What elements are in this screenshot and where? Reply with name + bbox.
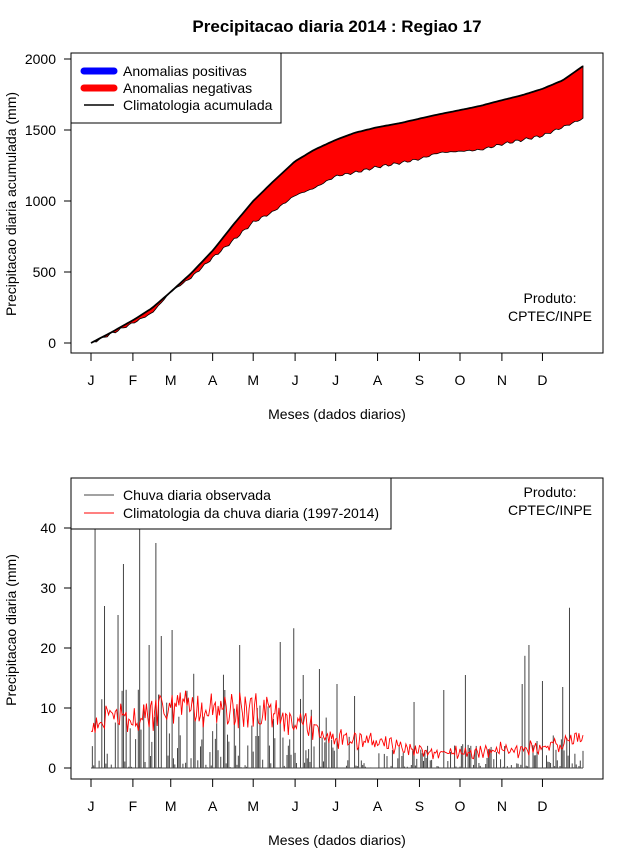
y-tick-label: 20: [40, 640, 56, 656]
x-tick-label: D: [537, 798, 547, 814]
y-axis-bottom: 0 10 20 30 40: [40, 520, 72, 776]
legend-label-daily-climatology: Climatologia da chuva diaria (1997-2014): [123, 505, 379, 521]
product-label-bottom: Produto:: [524, 484, 577, 500]
product-label-top: Produto:: [524, 290, 577, 306]
x-tick-label: M: [247, 798, 259, 814]
y-tick-label: 1500: [25, 122, 56, 138]
y-tick-label: 0: [48, 760, 56, 776]
x-axis-label-bottom: Meses (dados diarios): [268, 832, 406, 848]
anomaly-fill-layer: [90, 65, 584, 344]
x-tick-label: D: [537, 372, 547, 388]
y-axis-label-bottom: Precipitacao diaria (mm): [3, 554, 19, 706]
legend-label-negative: Anomalias negativas: [123, 80, 252, 96]
x-tick-label: M: [165, 372, 177, 388]
y-tick-label: 0: [48, 335, 56, 351]
x-tick-label: S: [415, 372, 424, 388]
legend-bottom: Chuva diaria observada Climatologia da c…: [70, 477, 392, 530]
legend-label-positive: Anomalias positivas: [123, 63, 247, 79]
x-tick-label: J: [292, 372, 299, 388]
climatology-line-layer: [90, 690, 584, 760]
x-tick-label: J: [88, 372, 95, 388]
y-tick-label: 500: [33, 264, 57, 280]
x-tick-label: F: [129, 798, 138, 814]
climatology-cumulative-line: [90, 65, 584, 344]
product-source-bottom: CPTEC/INPE: [508, 502, 592, 518]
x-tick-label: A: [373, 798, 383, 814]
legend-top: Anomalias positivas Anomalias negativas …: [70, 52, 282, 124]
y-tick-label: 10: [40, 700, 56, 716]
x-tick-label: N: [497, 372, 507, 388]
x-tick-label: J: [88, 798, 95, 814]
x-tick-label: J: [332, 798, 339, 814]
x-tick-label: O: [455, 372, 466, 388]
y-tick-label: 2000: [25, 51, 56, 67]
x-tick-label: O: [455, 798, 466, 814]
legend-label-observed: Chuva diaria observada: [123, 487, 271, 503]
y-axis-top: 0 500 1000 1500 2000: [25, 51, 72, 351]
y-tick-label: 30: [40, 580, 56, 596]
x-tick-label: S: [415, 798, 424, 814]
x-tick-label: F: [129, 372, 138, 388]
legend-label-climatology: Climatologia acumulada: [123, 97, 273, 113]
x-tick-label: A: [208, 372, 218, 388]
chart-title: Precipitacao diaria 2014 : Regiao 17: [192, 17, 481, 36]
x-tick-label: N: [497, 798, 507, 814]
x-tick-label: A: [373, 372, 383, 388]
x-axis-label-top: Meses (dados diarios): [268, 406, 406, 422]
x-tick-label: M: [247, 372, 259, 388]
y-axis-label-top: Precipitacao diaria acumulada (mm): [3, 92, 19, 316]
daily-climatology-line: [90, 690, 584, 760]
x-tick-label: J: [332, 372, 339, 388]
panel-bottom: 0 10 20 30 40 J F M A M J J A S O N D Meses (dados diar…: [3, 477, 604, 848]
product-source-top: CPTEC/INPE: [508, 308, 592, 324]
x-tick-label: J: [292, 798, 299, 814]
x-tick-label: A: [208, 798, 218, 814]
panel-top: 0 500 1000 1500 2000 J F M A M J J A S O N D Meses (dad…: [3, 51, 604, 422]
legend-box-bottom: [70, 477, 392, 530]
y-tick-label: 40: [40, 520, 56, 536]
y-tick-label: 1000: [25, 193, 56, 209]
x-tick-label: M: [165, 798, 177, 814]
